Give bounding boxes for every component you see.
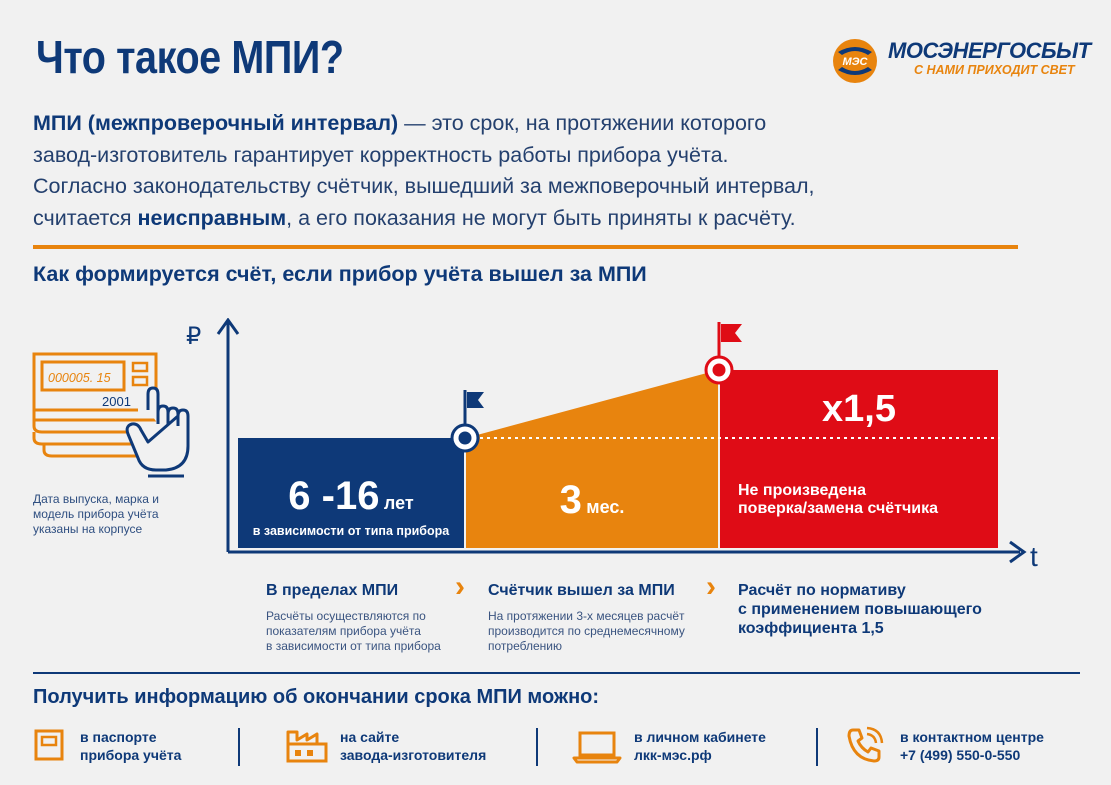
block2-label: 3 мес. [466,478,718,523]
billing-diagram: ₽ t [186,318,1038,572]
flag-red-icon [704,322,742,385]
separator [536,728,538,766]
source-account-line1: в личном кабинете [634,729,766,745]
logo-slogan: С НАМИ ПРИХОДИТ СВЕТ [914,63,1075,77]
intro-paragraph: МПИ (межпроверочный интервал) — это срок… [33,108,1033,234]
block1-unit: лет [383,493,414,513]
source-manufacturer-line2: завода-изготовителя [340,747,487,763]
block3-multiplier: х1,5 [822,388,896,430]
intro-line1: — это срок, на протяжении которого [398,111,767,135]
source-passport: в паспорте прибора учёта [80,728,181,764]
x-axis-symbol: t [1030,541,1038,572]
block2-unit: мес. [586,497,625,517]
phase1-text-line: показателям прибора учёта [266,624,421,638]
logo-badge-icon: МЭС [833,39,877,83]
factory-icon [286,730,328,763]
intro-line4-bold: неисправным [137,205,287,230]
phase3-title-line: коэффициента 1,5 [738,620,884,637]
flag-blue-icon [450,390,484,453]
orange-divider [33,245,1018,249]
phase2-title: Счётчик вышел за МПИ [488,582,675,599]
phase1-text-line: Расчёты осуществляются по [266,609,426,623]
phase2-text: На протяжении 3-х месяцев расчёт произво… [488,609,685,654]
mpi-period-block [238,438,464,548]
source-contact-line1: в контактном центре [900,729,1044,745]
meter-icon: 000005. 15 2001 [32,352,190,478]
passport-icon [34,729,64,761]
laptop-icon [572,731,622,764]
source-account: в личном кабинете лкк-мэс.рф [634,728,766,764]
source-account-line2: лкк-мэс.рф [634,747,712,763]
chevron-right-icon: › [706,570,716,603]
penalty-period-block [720,370,998,548]
block3-line1: Не произведена [738,482,867,499]
source-contact-center: в контактном центре +7 (499) 550-0-550 [900,728,1044,764]
y-axis-arrow-icon [216,318,240,335]
meter-display-value: 000005. 15 [48,371,111,385]
phase1-text-line: в зависимости от типа прибора [266,639,441,653]
phase2-text-line: производится по среднемесячному [488,624,685,638]
logo-text: МОСЭНЕРГОСБЫТ С НАМИ ПРИХОДИТ СВЕТ [888,38,1091,78]
x-axis-arrow-icon [1009,540,1027,564]
phase2-text-line: На протяжении 3-х месяцев расчёт [488,609,685,623]
phase1-title: В пределах МПИ [266,582,399,599]
meter-caption: Дата выпуска, марка и модель прибора учё… [33,492,159,536]
source-contact-phone: +7 (499) 550-0-550 [900,747,1021,763]
block3-line2: поверка/замена счётчика [738,500,939,517]
logo: МЭС [832,38,1088,86]
intro-line4-end: , а его показания не могут быть приняты … [286,205,796,230]
block1-label: 6 -16 лет [238,474,464,519]
blue-divider [33,672,1080,674]
source-manufacturer-line1: на сайте [340,729,400,745]
phase2-text-line: потреблению [488,639,562,653]
block1-note: в зависимости от типа прибора [252,524,450,538]
logo-badge-text: МЭС [842,56,868,68]
page-title: Что такое МПИ? [36,31,344,83]
info-title: Получить информацию об окончании срока М… [33,686,600,708]
block2-value: 3 [559,478,582,522]
separator [816,728,818,766]
chevron-right-icon: › [455,570,465,603]
logo-name: МОСЭНЕРГОСБЫТ [888,38,1091,63]
y-axis-symbol: ₽ [186,323,201,350]
intro-line2: завод-изготовитель гарантирует корректно… [33,142,729,167]
phone-icon [847,726,884,763]
block1-value: 6 -16 [288,474,380,518]
source-passport-line1: в паспорте [80,729,157,745]
section-subtitle: Как формируется счёт, если прибор учёта … [33,262,647,286]
phase3-title-line: Расчёт по нормативу [738,582,906,599]
source-manufacturer: на сайте завода-изготовителя [340,728,486,764]
average-period-block [466,370,718,548]
phase3-title: Расчёт по нормативу с применением повыша… [738,581,982,638]
meter-year: 2001 [102,394,131,409]
separator [238,728,240,766]
intro-term: МПИ (межпроверочный интервал) [33,111,399,135]
source-passport-line2: прибора учёта [80,747,182,763]
phase1-text: Расчёты осуществляются по показателям пр… [266,609,441,654]
intro-line4-start: считается [33,205,138,230]
intro-line3: Согласно законодательству счётчик, вышед… [33,174,815,198]
phase3-title-line: с применением повышающего [738,601,982,618]
